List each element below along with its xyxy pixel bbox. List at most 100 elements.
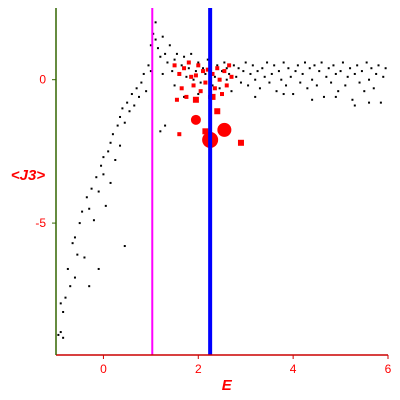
- data-point-dot: [161, 72, 164, 75]
- y-tick-label: -5: [35, 216, 46, 230]
- data-point-dot: [334, 95, 337, 98]
- data-point-dot: [66, 267, 69, 270]
- data-point-dot: [213, 75, 216, 78]
- data-point-dot: [256, 70, 259, 73]
- data-point-dot: [199, 81, 202, 84]
- data-point-dot: [197, 61, 200, 64]
- data-point-dot: [97, 267, 100, 270]
- data-point-marker: [209, 93, 216, 100]
- data-point-marker: [198, 89, 203, 94]
- data-point-dot: [119, 115, 122, 118]
- data-point-dot: [156, 47, 159, 50]
- data-point-marker: [212, 86, 217, 91]
- data-point-dot: [102, 156, 105, 159]
- data-point-marker: [177, 132, 182, 137]
- data-point-dot: [273, 64, 276, 67]
- data-point-dot: [379, 101, 382, 104]
- data-point-dot: [171, 70, 174, 73]
- data-point-dot: [232, 64, 235, 67]
- data-point-marker: [222, 69, 227, 74]
- data-point-dot: [239, 81, 242, 84]
- data-point-dot: [299, 81, 302, 84]
- data-point-dot: [128, 110, 131, 113]
- data-point-dot: [330, 81, 333, 84]
- data-point-marker: [172, 63, 177, 68]
- data-point-dot: [242, 70, 245, 73]
- data-point-dot: [304, 61, 306, 64]
- data-point-dot: [225, 78, 228, 81]
- data-point-marker: [217, 122, 232, 137]
- data-point-dot: [133, 104, 136, 107]
- data-point-dot: [73, 236, 76, 239]
- data-point-dot: [83, 256, 86, 259]
- data-point-dot: [249, 72, 252, 75]
- data-point-dot: [183, 95, 186, 98]
- data-point-dot: [360, 70, 363, 73]
- data-point-dot: [149, 70, 152, 73]
- data-point-dot: [351, 98, 354, 101]
- data-point-dot: [59, 331, 62, 334]
- data-point-dot: [216, 64, 219, 67]
- data-point-dot: [287, 67, 290, 70]
- data-point-marker: [174, 97, 179, 102]
- data-point-dot: [192, 78, 195, 81]
- data-point-dot: [147, 64, 150, 67]
- data-point-dot: [365, 61, 368, 64]
- data-point-dot: [73, 276, 76, 279]
- data-point-dot: [247, 84, 250, 87]
- data-point-dot: [100, 164, 103, 167]
- data-point-dot: [197, 93, 200, 96]
- data-point-dot: [121, 107, 124, 110]
- data-point-dot: [254, 78, 257, 81]
- data-point-marker: [193, 73, 198, 78]
- data-point-dot: [235, 75, 238, 78]
- data-point-dot: [168, 44, 171, 47]
- data-point-dot: [327, 67, 330, 70]
- data-point-dot: [270, 72, 273, 75]
- data-point-dot: [161, 35, 164, 38]
- x-axis-title: E: [222, 377, 233, 394]
- data-point-dot: [370, 67, 373, 70]
- data-point-dot: [59, 302, 62, 305]
- data-point-dot: [296, 64, 299, 67]
- data-point-dot: [280, 78, 283, 81]
- axes: [55, 8, 388, 356]
- data-point-dot: [223, 61, 226, 64]
- data-point-dot: [190, 52, 193, 55]
- data-point-dot: [318, 70, 321, 73]
- data-point-dot: [363, 90, 366, 93]
- data-point-dot: [107, 150, 110, 153]
- data-point-dot: [322, 95, 325, 98]
- data-point-dot: [261, 67, 264, 70]
- data-point-dot: [375, 72, 378, 75]
- data-point-dot: [78, 222, 81, 225]
- data-point-dot: [109, 181, 112, 184]
- data-point-dot: [130, 93, 133, 96]
- data-point-dot: [71, 242, 74, 245]
- data-point-marker: [217, 77, 222, 82]
- data-point-dot: [119, 144, 122, 147]
- data-point-dot: [382, 75, 385, 78]
- data-point-dot: [64, 296, 67, 299]
- data-point-marker: [229, 74, 234, 79]
- data-point-dot: [349, 67, 352, 70]
- data-point-marker: [196, 63, 201, 68]
- data-point-marker: [179, 86, 184, 91]
- data-point-dot: [114, 158, 117, 161]
- data-point-dot: [251, 64, 254, 67]
- data-point-dot: [332, 64, 335, 67]
- data-point-dot: [123, 245, 126, 248]
- data-point-dot: [311, 98, 314, 101]
- data-point-marker: [190, 114, 201, 125]
- data-point-dot: [221, 70, 223, 73]
- data-point-dot: [173, 58, 176, 61]
- data-point-marker: [177, 71, 182, 76]
- data-point-dot: [116, 124, 119, 127]
- data-point-dot: [353, 72, 356, 75]
- data-point-marker: [215, 66, 220, 71]
- y-axis-title: <J3>: [11, 167, 45, 184]
- data-point-dot: [372, 87, 375, 90]
- data-point-dot: [138, 95, 140, 98]
- data-point-marker: [203, 80, 208, 85]
- data-point-dot: [218, 87, 221, 90]
